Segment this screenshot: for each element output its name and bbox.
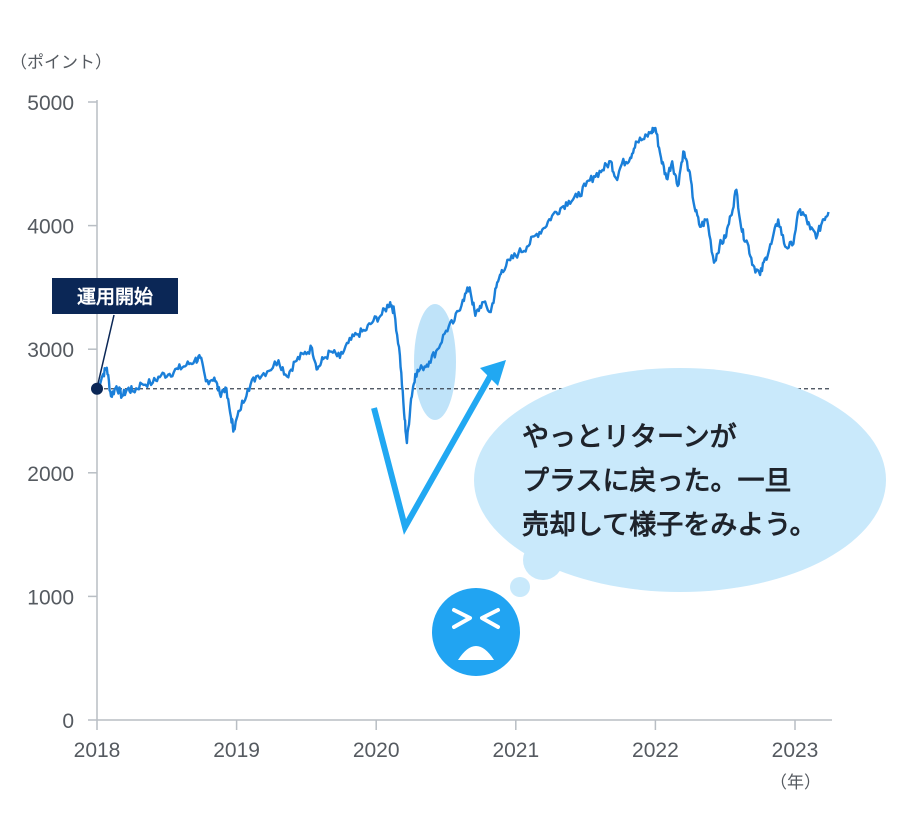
x-tick-label: 2020	[353, 739, 400, 762]
v-arrow	[371, 360, 506, 535]
x-ticks: 2018 2019 2020 2021 2022 2023	[74, 720, 819, 762]
x-tick-label: 2023	[772, 739, 819, 762]
y-tick-label: 2000	[27, 463, 74, 486]
y-tick-label: 1000	[27, 586, 74, 609]
start-label: 運用開始	[77, 285, 153, 308]
x-tick-label: 2022	[632, 739, 679, 762]
y-axis-unit: （ポイント）	[10, 53, 112, 73]
series-line	[95, 126, 830, 445]
speech-line-2: プラスに戻った。一旦	[522, 466, 791, 497]
x-tick-label: 2018	[74, 739, 121, 762]
y-tick-label: 4000	[27, 216, 74, 239]
x-tick-label: 2021	[492, 739, 539, 762]
x-axis-unit: （年）	[770, 773, 821, 793]
start-label-box	[52, 278, 178, 314]
thought-bubble: やっとリターンが プラスに戻った。一旦 売却して様子をみよう。	[474, 368, 886, 597]
axes	[96, 100, 832, 721]
speech-line-3: 売却して様子をみよう。	[522, 510, 817, 541]
y-ticks: 0 1000 2000 3000 4000 5000	[27, 92, 97, 733]
arrow-head-icon	[480, 360, 506, 386]
x-tick-label: 2019	[213, 739, 260, 762]
speech-line-1: やっとリターンが	[522, 421, 737, 453]
distressed-face-icon	[432, 588, 520, 676]
start-leader-line	[96, 314, 115, 389]
y-tick-label: 3000	[27, 339, 74, 362]
y-tick-label: 5000	[27, 92, 74, 115]
start-marker	[91, 382, 103, 395]
y-tick-label: 0	[62, 710, 74, 733]
